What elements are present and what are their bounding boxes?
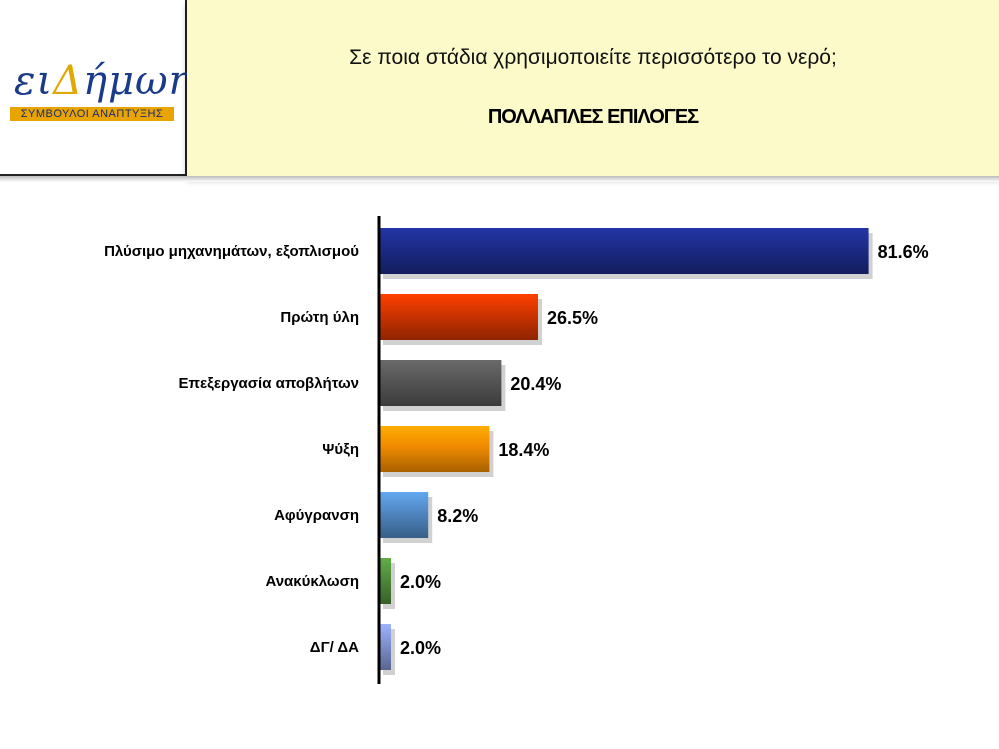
category-label: Επεξεργασία αποβλήτων xyxy=(179,375,359,392)
question-title: Σε ποια στάδια χρησιμοποιείτε περισσότερ… xyxy=(349,46,837,69)
category-label: Πρώτη ύλη xyxy=(280,309,359,326)
value-label: 18.4% xyxy=(498,440,549,460)
value-label: 20.4% xyxy=(510,374,561,394)
bar-chart: Πλύσιμο μηχανημάτων, εξοπλισμού 81.6% Πρώτ… xyxy=(104,216,929,684)
chart-subtitle: ΠΟΛΛΑΠΛΕΣ ΕΠΙΛΟΓΕΣ xyxy=(487,106,699,128)
category-label: Ανακύκλωση xyxy=(265,573,359,590)
logo-wordmark: ειΔήμωr xyxy=(14,58,189,104)
bar xyxy=(379,426,490,472)
header-banner xyxy=(187,0,999,176)
value-label: 2.0% xyxy=(400,638,441,658)
bar xyxy=(379,360,502,406)
category-label: Αφύγρανση xyxy=(274,507,359,524)
bars-group: Πλύσιμο μηχανημάτων, εξοπλισμού 81.6% Πρώτ… xyxy=(104,228,929,675)
header-shadow xyxy=(0,176,999,182)
bar xyxy=(379,294,538,340)
bar xyxy=(379,558,391,604)
bar xyxy=(379,492,429,538)
logo-tagline: ΣΥΜΒΟΥΛΟΙ ΑΝΑΠΤΥΞΗΣ xyxy=(10,107,174,121)
value-label: 26.5% xyxy=(547,308,598,328)
category-label: Πλύσιμο μηχανημάτων, εξοπλισμού xyxy=(104,243,359,260)
category-label: ΔΓ/ ΔΑ xyxy=(310,639,359,656)
category-label: Ψύξη xyxy=(322,441,359,458)
bar xyxy=(379,624,391,670)
bar xyxy=(379,228,869,274)
logo-box: ειΔήμωr ΣΥΜΒΟΥΛΟΙ ΑΝΑΠΤΥΞΗΣ xyxy=(0,0,189,176)
value-label: 2.0% xyxy=(400,572,441,592)
value-label: 81.6% xyxy=(878,242,929,262)
value-label: 8.2% xyxy=(437,506,478,526)
